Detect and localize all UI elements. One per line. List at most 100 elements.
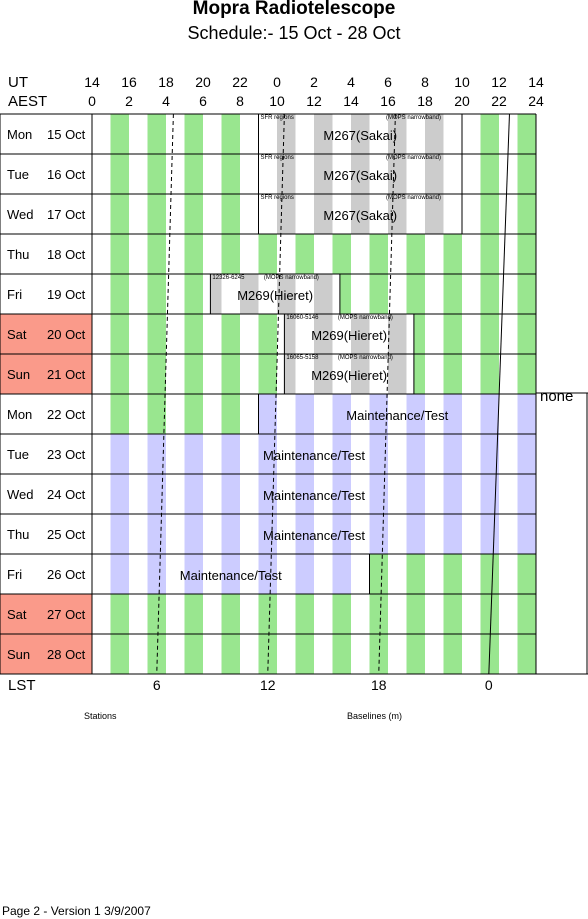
green-stripe <box>369 234 388 274</box>
block-label: Maintenance/Test <box>179 568 282 583</box>
blue-stripe <box>332 554 351 594</box>
block-fill <box>332 194 351 234</box>
day-name: Sat <box>7 607 27 622</box>
block-fill <box>332 114 351 154</box>
green-stripe <box>443 354 462 394</box>
block-fill <box>258 274 277 314</box>
green-stripe <box>480 314 499 354</box>
green-stripe <box>369 594 388 634</box>
day-date: 21 Oct <box>47 367 86 382</box>
ut-tick: 6 <box>384 74 392 90</box>
green-stripe <box>295 234 314 274</box>
green-stripe <box>147 274 166 314</box>
green-stripe <box>184 114 203 154</box>
blue-stripe <box>221 474 240 514</box>
day-date: 24 Oct <box>47 487 86 502</box>
blue-stripe <box>295 394 314 434</box>
blue-stripe <box>406 394 425 434</box>
blue-stripe <box>517 434 536 474</box>
green-stripe <box>221 234 240 274</box>
ut-tick: 14 <box>84 74 100 90</box>
green-stripe <box>147 394 166 434</box>
block-fill <box>295 154 314 194</box>
block-fill <box>258 194 277 234</box>
green-stripe <box>406 554 425 594</box>
block-fill <box>277 274 296 314</box>
green-stripe <box>517 594 536 634</box>
green-stripe <box>221 594 240 634</box>
green-stripe <box>110 114 129 154</box>
green-stripe <box>517 154 536 194</box>
blue-stripe <box>517 394 536 434</box>
green-stripe <box>221 394 240 434</box>
green-stripe <box>258 634 277 674</box>
green-stripe <box>332 594 351 634</box>
block-fill <box>240 274 259 314</box>
blue-stripe <box>110 554 129 594</box>
blue-stripe <box>258 554 277 594</box>
block-note-right: (MOPS narrowband) <box>337 355 393 361</box>
blue-stripe <box>147 554 166 594</box>
block-note-right: (MOPS narrowband) <box>337 315 393 321</box>
block-fill <box>388 154 407 194</box>
lst-line <box>267 113 285 675</box>
lst-tick: 18 <box>370 677 387 693</box>
day-name: Wed <box>7 487 34 502</box>
green-stripe <box>517 634 536 674</box>
green-stripe <box>480 234 499 274</box>
blue-stripe <box>332 394 351 434</box>
block-fill <box>258 154 277 194</box>
green-stripe <box>221 354 240 394</box>
green-stripe <box>184 154 203 194</box>
block-fill <box>369 114 388 154</box>
caption-stations: Stations <box>84 711 117 721</box>
block-label: Maintenance/Test <box>263 528 365 543</box>
blue-stripe <box>184 554 203 594</box>
green-stripe <box>110 234 129 274</box>
block-fill <box>277 194 296 234</box>
green-stripe <box>406 594 425 634</box>
aest-tick: 14 <box>343 93 359 109</box>
blue-stripe <box>295 434 314 474</box>
green-stripe <box>443 274 462 314</box>
blue-stripe <box>258 514 277 554</box>
day-name: Thu <box>7 527 30 542</box>
block-note-left: 16060-5146 <box>286 315 319 321</box>
green-stripe <box>369 634 388 674</box>
blue-stripe <box>369 514 388 554</box>
aest-tick: 2 <box>125 93 133 109</box>
blue-stripe <box>369 474 388 514</box>
blue-stripe <box>332 514 351 554</box>
day-date: 16 Oct <box>47 167 86 182</box>
aest-tick: 22 <box>491 93 507 109</box>
block-fill <box>314 354 333 394</box>
block-fill <box>332 314 351 354</box>
green-stripe <box>110 354 129 394</box>
blue-stripe <box>332 434 351 474</box>
weekend-day-cell <box>0 634 92 674</box>
green-stripe <box>147 194 166 234</box>
green-stripe <box>110 154 129 194</box>
green-stripe <box>517 314 536 354</box>
weekend-day-cell <box>0 314 92 354</box>
green-stripe <box>443 554 462 594</box>
green-stripe <box>480 154 499 194</box>
day-name: Sat <box>7 327 27 342</box>
green-stripe <box>295 594 314 634</box>
block-fill <box>210 274 222 314</box>
blue-stripe <box>184 474 203 514</box>
block-fill <box>314 114 333 154</box>
aest-tick: 18 <box>417 93 433 109</box>
blue-stripe <box>480 394 499 434</box>
aest-tick: 24 <box>528 93 544 109</box>
block-fill <box>406 354 414 394</box>
block-note-left: SFR regions <box>260 155 294 161</box>
blue-stripe <box>480 474 499 514</box>
day-name: Sun <box>7 367 31 382</box>
green-stripe <box>443 594 462 634</box>
green-stripe <box>480 354 499 394</box>
ut-tick: 12 <box>491 74 507 90</box>
blue-stripe <box>184 434 203 474</box>
green-stripe <box>517 554 536 594</box>
green-stripe <box>147 234 166 274</box>
